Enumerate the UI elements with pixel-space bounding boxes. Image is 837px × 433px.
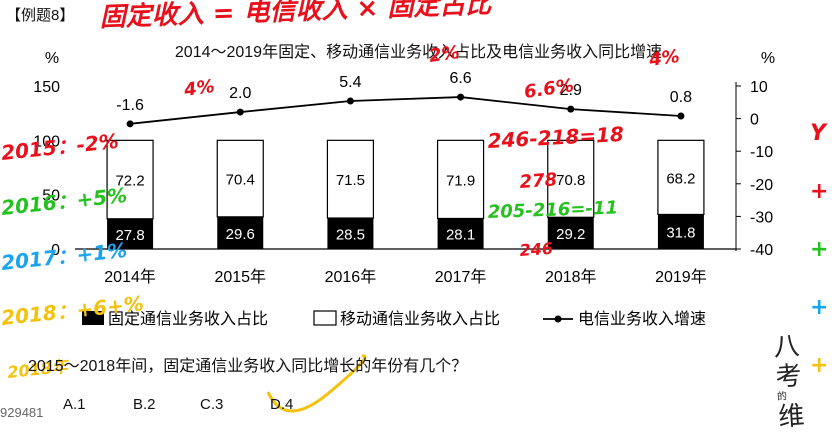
bar-fixed-label: 29.2 [556,226,585,243]
left-tick-label: 50 [42,188,60,205]
x-tick-label: 2017年 [435,268,487,286]
x-tick-label: 2014年 [104,268,156,286]
ink-growth-note: 4% [647,46,681,71]
growth-point [126,120,134,128]
bar-fixed-label: 29.6 [226,226,255,243]
legend-swatch-point [554,315,562,323]
watermark-id: 929481 [0,405,44,420]
bar-mobile-label: 70.8 [556,172,585,189]
bar-fixed-label: 31.8 [666,225,695,242]
ink-right-sign: Y [810,121,828,146]
ink-ratio-note: 2015：-2% [0,129,120,165]
bar-mobile [106,139,154,220]
bar-mobile-label: 71.9 [446,172,475,189]
legend-swatch-fixed [82,311,104,325]
bar-fixed-label: 28.1 [446,227,475,244]
bar-mobile-label: 68.2 [666,170,695,187]
question-text: 2015～2018年间，固定通信业务收入同比增长的年份有几个？ [28,358,468,375]
growth-point [567,105,575,113]
ink-arith-note: 246 [519,239,554,260]
growth-point [236,108,244,116]
growth-label: 6.6 [449,70,471,87]
ink-growth-note: 4% [182,76,216,101]
legend-label: 电信业务收入增速 [578,310,706,328]
ink-right-sign: + [810,353,828,378]
bar-mobile [657,139,705,216]
bar-fixed [107,218,154,249]
growth-label: 5.4 [339,74,361,91]
ink-answer-check [266,354,367,413]
growth-label: 2.9 [560,82,582,99]
bar-mobile [216,139,264,218]
bar-fixed [547,217,594,249]
legend-label: 固定通信业务收入占比 [108,310,268,328]
left-axis-unit: % [45,50,59,67]
option-b[interactable]: B.2 [133,396,156,413]
bar-fixed-label: 27.8 [115,227,144,244]
growth-point [677,112,685,120]
growth-point [457,93,465,101]
right-tick-label: -40 [750,242,773,259]
right-tick-label: 0 [750,112,759,129]
legend-swatch-mobile [313,310,337,326]
bar-mobile [326,139,375,219]
bar-fixed [657,214,704,249]
x-tick-label: 2019年 [655,268,707,286]
left-tick-label: 100 [33,133,60,150]
bar-fixed [217,216,264,249]
option-d[interactable]: D.4 [270,396,294,413]
logo-char: 八 [772,331,801,363]
growth-label: -1.6 [116,97,144,114]
ink-right-sign: + [810,179,828,204]
bar-fixed [327,218,374,249]
right-tick-label: 10 [750,79,768,96]
x-tick-label: 2015年 [214,268,266,286]
ink-arith-note: 246-218=18 [487,122,625,153]
left-tick-label: 150 [33,79,60,96]
growth-label: 0.8 [670,89,692,106]
bar-mobile [436,139,485,220]
right-tick-label: -20 [750,177,773,194]
bar-mobile [547,139,595,218]
option-c[interactable]: C.3 [200,396,224,413]
chart-title: 2014～2019年固定、移动通信业务收入占比及电信业务收入同比增速 [174,44,663,61]
ink-arith-note: 205-216=-11 [487,197,618,223]
right-tick-label: -10 [750,144,773,161]
right-tick-label: -30 [750,209,773,226]
ink-right-sign: + [810,295,828,320]
bar-mobile-label: 70.4 [226,172,255,189]
ink-arith-note: 278 [519,169,558,193]
growth-point [346,97,354,105]
legend-label: 移动通信业务收入占比 [340,310,500,328]
ink-top-formula: 固定收入 = 电信收入 × 固定占比 [99,0,495,33]
option-a[interactable]: A.1 [63,396,86,413]
ink-growth-note: 2% [428,42,461,67]
example-tag: 【例题8】 [6,7,75,24]
x-tick-label: 2018年 [545,268,597,286]
bar-fixed [437,218,484,249]
bar-mobile-label: 71.5 [336,172,365,189]
right-axis-unit: % [761,50,775,67]
bar-fixed-label: 28.5 [336,227,365,244]
logo-char: 考 [774,361,803,393]
logo-char: 维 [777,401,806,433]
x-tick-label: 2016年 [325,268,377,286]
growth-label: 2.0 [229,85,251,102]
bar-mobile-label: 72.2 [115,173,144,190]
left-tick-label: 0 [51,242,60,259]
ink-right-sign: + [810,237,828,262]
growth-line [129,96,681,125]
